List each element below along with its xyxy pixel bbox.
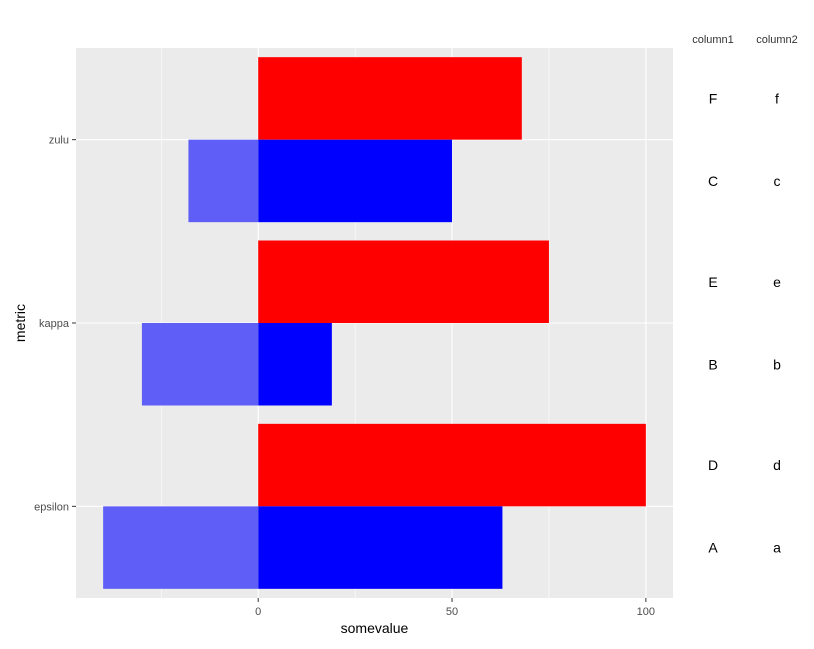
bar-epsilon: [258, 423, 646, 507]
x-axis-title: somevalue: [341, 620, 409, 636]
table-cell: d: [773, 457, 781, 473]
table-cell: f: [775, 90, 779, 106]
table-cell: E: [708, 274, 717, 290]
y-axis: epsilon kappa zulu: [34, 135, 76, 513]
table-header-column2: column2: [756, 34, 798, 46]
bar-kappa: [258, 240, 549, 323]
side-table: column1 column2 F f C c E e B b D d A a: [692, 34, 798, 556]
x-tick-label: 50: [446, 606, 458, 618]
table-cell: a: [773, 540, 781, 556]
table-cell: F: [709, 90, 718, 106]
bar-kappa: [258, 323, 332, 406]
y-tick-label-zulu: zulu: [49, 135, 69, 147]
table-cell: C: [708, 173, 718, 189]
y-tick-label-kappa: kappa: [39, 318, 70, 330]
bars: [103, 57, 646, 589]
x-axis: 0 50 100: [255, 598, 655, 618]
table-header-column1: column1: [692, 34, 734, 46]
y-axis-title: metric: [12, 304, 28, 342]
bar-zulu: [258, 139, 453, 223]
bar-zulu: [188, 139, 259, 223]
bar-epsilon: [103, 506, 259, 589]
table-cell: D: [708, 457, 718, 473]
x-tick-label: 100: [637, 606, 655, 618]
bar-zulu: [258, 57, 522, 140]
table-cell: B: [708, 356, 717, 372]
bar-epsilon: [258, 506, 503, 589]
y-tick-label-epsilon: epsilon: [34, 501, 69, 513]
table-cell: e: [773, 274, 781, 290]
x-tick-label: 0: [255, 606, 261, 618]
table-cell: c: [774, 173, 781, 189]
table-cell: A: [708, 540, 718, 556]
table-cell: b: [773, 356, 781, 372]
bar-kappa: [141, 323, 259, 406]
